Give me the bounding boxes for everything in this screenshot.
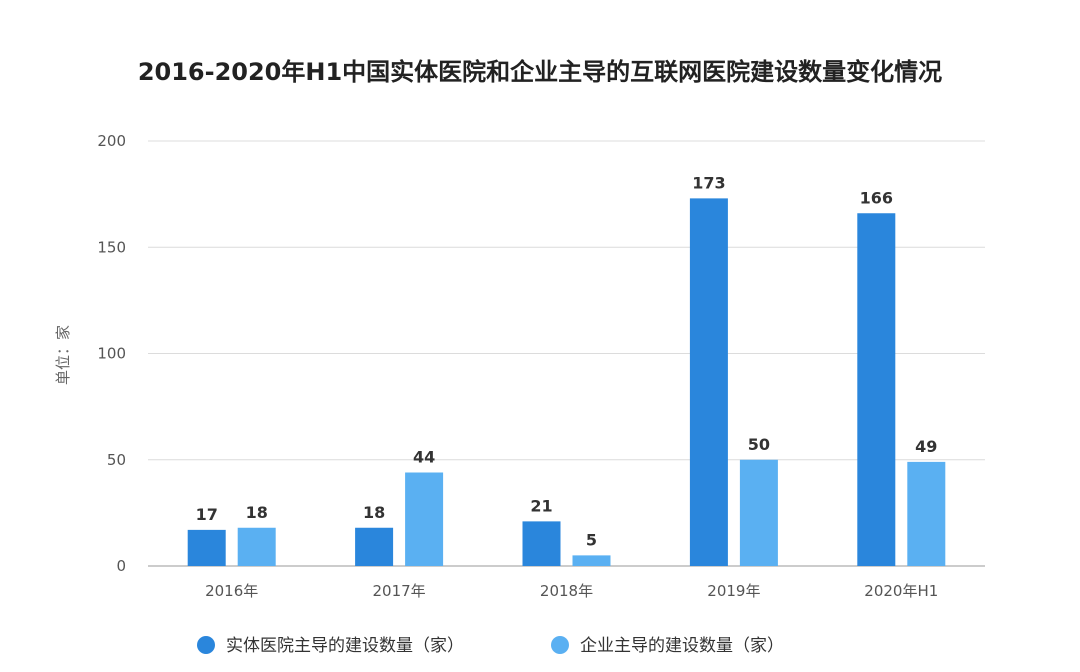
x-axis-ticks: 2016年 2017年 2018年 2019年 2020年H1 — [205, 582, 938, 600]
data-label: 173 — [692, 173, 725, 192]
bar-enterprise — [237, 527, 276, 566]
x-tick-label: 2020年H1 — [864, 582, 938, 600]
y-tick-label: 100 — [97, 345, 126, 363]
legend-label: 企业主导的建设数量（家） — [580, 636, 784, 656]
bar-hospital — [522, 521, 561, 566]
legend-marker — [551, 636, 569, 654]
x-tick-label: 2019年 — [707, 582, 760, 600]
data-label: 5 — [586, 530, 597, 549]
data-label: 166 — [860, 188, 893, 207]
y-tick-label: 0 — [116, 557, 126, 575]
y-axis-ticks: 0 50 100 150 200 — [97, 132, 126, 575]
bar-hospital — [187, 529, 226, 566]
data-label: 17 — [196, 505, 218, 524]
data-label: 44 — [413, 448, 435, 467]
legend: 实体医院主导的建设数量（家） 企业主导的建设数量（家） — [197, 636, 784, 656]
bar-hospital — [355, 527, 394, 566]
y-tick-label: 150 — [97, 238, 126, 256]
data-labels: 17 18 18 44 21 5 173 50 166 49 — [196, 173, 938, 549]
data-label: 18 — [246, 503, 268, 522]
bar-enterprise — [739, 459, 778, 566]
data-label: 21 — [530, 496, 552, 515]
x-tick-label: 2018年 — [540, 582, 593, 600]
bar-hospital — [857, 213, 896, 566]
bar-enterprise — [572, 555, 611, 566]
grid-lines — [148, 140, 985, 567]
x-tick-label: 2016年 — [205, 582, 258, 600]
bar-enterprise — [405, 472, 444, 566]
legend-label: 实体医院主导的建设数量（家） — [226, 636, 464, 656]
bar-enterprise — [907, 461, 946, 566]
bars — [187, 198, 946, 566]
x-tick-label: 2017年 — [373, 582, 426, 600]
y-tick-label: 200 — [97, 132, 126, 150]
bar-hospital — [689, 198, 728, 566]
chart-title: 2016-2020年H1中国实体医院和企业主导的互联网医院建设数量变化情况 — [137, 58, 943, 86]
legend-marker — [197, 636, 215, 654]
data-label: 18 — [363, 503, 385, 522]
data-label: 49 — [915, 437, 937, 456]
y-tick-label: 50 — [107, 451, 126, 469]
y-axis-label: 单位：家 — [54, 325, 72, 385]
data-label: 50 — [748, 435, 770, 454]
